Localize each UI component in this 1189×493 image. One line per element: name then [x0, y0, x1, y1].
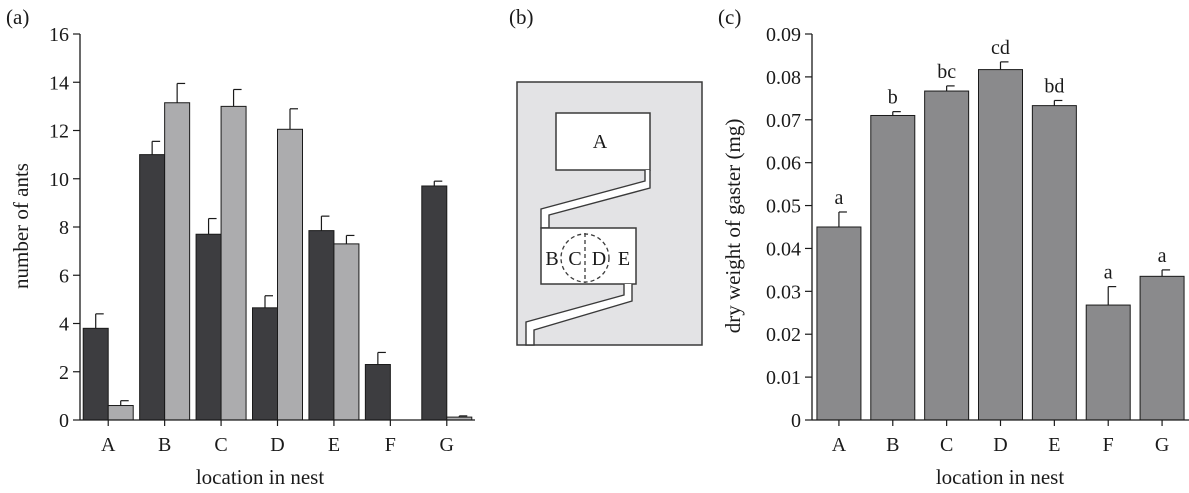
bar-C-s1 — [195, 233, 222, 421]
x-tick-label: F — [1103, 434, 1114, 456]
chamber-a — [555, 112, 651, 171]
y-tick-label: 4 — [59, 314, 69, 336]
bar-F-s1 — [364, 364, 391, 421]
significance-label-D: cd — [991, 37, 1010, 59]
panel-c-ylabel: dry weight of gaster (mg) — [721, 119, 745, 334]
y-tick-label: 0 — [59, 410, 69, 432]
panel-c-bars: a b bc cd bd a a — [816, 37, 1185, 421]
bar-D — [978, 69, 1023, 421]
bar-A-s2 — [107, 405, 134, 421]
bar-G — [1139, 275, 1185, 421]
y-tick-label: 0.08 — [766, 67, 801, 89]
x-tick-label: F — [385, 434, 396, 456]
bar-A-s1 — [82, 327, 109, 421]
bar-C — [924, 90, 970, 421]
y-tick-label: 0.02 — [766, 324, 801, 346]
y-tick-label: 16 — [49, 24, 69, 46]
x-tick-label: A — [101, 434, 116, 456]
bar-C-s2 — [220, 105, 247, 421]
panel-a-label: (a) — [6, 5, 29, 29]
x-tick-label: E — [1048, 434, 1060, 456]
y-tick-label: 0.05 — [766, 196, 801, 218]
significance-label-A: a — [834, 187, 843, 209]
significance-label-G: a — [1158, 245, 1167, 267]
y-tick-label: 0.07 — [766, 110, 801, 132]
bar-A — [816, 226, 862, 421]
x-tick-label: A — [832, 434, 847, 456]
bar-E-s1 — [308, 230, 335, 421]
x-tick-label: C — [214, 434, 227, 456]
x-tick-label: B — [886, 434, 899, 456]
y-tick-label: 2 — [59, 362, 69, 384]
bar-G-s1 — [421, 185, 448, 421]
panel-a-bars — [82, 82, 473, 421]
bar-E-s2 — [333, 243, 360, 421]
x-tick-label: E — [328, 434, 340, 456]
panel-a-ylabel: number of ants — [9, 163, 33, 289]
chamber-a-label: A — [593, 131, 608, 153]
panel-b-label: (b) — [509, 5, 534, 29]
significance-label-E: bd — [1044, 75, 1064, 97]
chamber-c-label: C — [568, 248, 581, 270]
significance-label-F: a — [1104, 262, 1113, 284]
chamber-bcde — [540, 227, 637, 285]
significance-label-B: b — [888, 87, 898, 109]
y-tick-label: 0.03 — [766, 281, 801, 303]
panel-c-axes: 0 0.01 0.02 0.03 0.04 0.05 0.06 0.07 0.08 0.09 A B C… — [766, 24, 1189, 456]
y-tick-label: 14 — [49, 72, 69, 94]
y-tick-label: 8 — [59, 217, 69, 239]
panel-c-xlabel: location in nest — [936, 465, 1064, 489]
bar-B — [870, 114, 916, 421]
chamber-e-label: E — [618, 248, 630, 270]
x-tick-label: C — [940, 434, 953, 456]
panel-c-chart: (c) a b bc cd bd a a 0 0.01 0.02 0.03 0.04 0.05 0.06… — [718, 5, 1189, 489]
bar-E — [1031, 105, 1077, 421]
bar-B-s1 — [139, 154, 166, 421]
bar-D-s1 — [252, 307, 278, 421]
x-tick-label: G — [440, 434, 454, 456]
y-tick-label: 6 — [59, 265, 69, 287]
bar-B-s2 — [164, 102, 191, 421]
y-tick-label: 10 — [49, 169, 69, 191]
panel-a-xlabel: location in nest — [196, 465, 324, 489]
panel-b-nest-diagram: (b) A B C D E — [509, 5, 703, 346]
bar-F — [1085, 304, 1131, 421]
x-tick-label: D — [993, 434, 1007, 456]
x-tick-label: D — [270, 434, 284, 456]
y-tick-label: 0.01 — [766, 367, 801, 389]
panel-a-chart: (a) 0 2 4 6 8 10 12 14 16 A B C D E F G location in nes… — [6, 5, 475, 489]
lower-tunnel — [525, 284, 633, 346]
y-tick-label: 0 — [791, 410, 801, 432]
panel-c-label: (c) — [718, 5, 741, 29]
chamber-d-label: D — [592, 248, 606, 270]
significance-label-C: bc — [937, 61, 956, 83]
bar-D-s2 — [277, 128, 303, 421]
panel-a-axes: 0 2 4 6 8 10 12 14 16 A B C D E F G — [49, 24, 475, 456]
y-tick-label: 0.09 — [766, 24, 801, 46]
y-tick-label: 0.06 — [766, 153, 801, 175]
x-tick-label: B — [158, 434, 171, 456]
y-tick-label: 0.04 — [766, 238, 801, 260]
y-tick-label: 12 — [49, 121, 69, 143]
x-tick-label: G — [1155, 434, 1169, 456]
chamber-b-label: B — [545, 248, 558, 270]
